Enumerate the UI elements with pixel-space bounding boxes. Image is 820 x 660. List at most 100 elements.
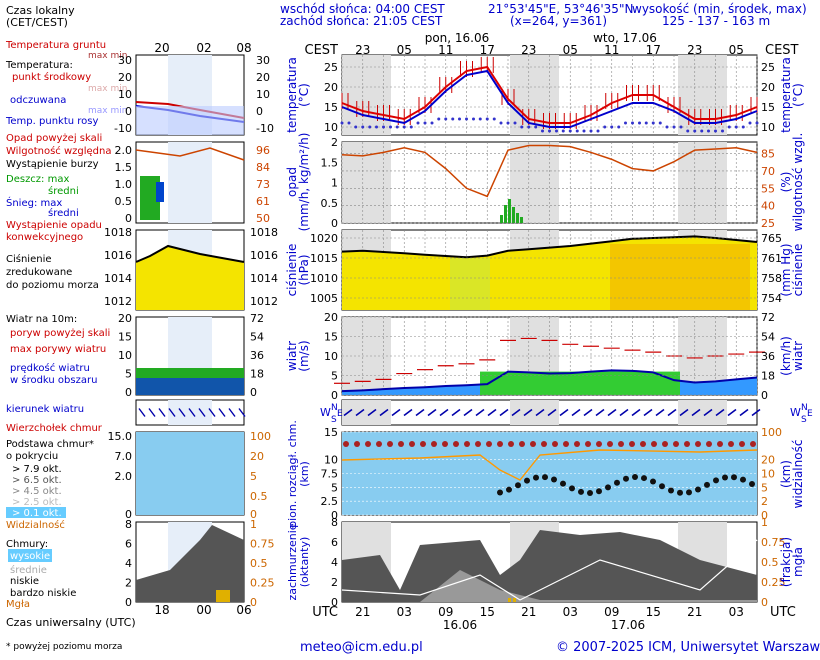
cloud-top-dot [530, 441, 536, 447]
legend-rain-bar [140, 176, 160, 220]
legend-precip-tick: 2.0 [115, 144, 133, 157]
wind-arrow [679, 408, 689, 417]
cover-tick-left: 8 [331, 516, 338, 529]
cloud-top-dot [387, 441, 393, 447]
dewpoint-dot [416, 121, 420, 125]
cloud-axis-left: pion. rozciągł. chm.(km) [286, 420, 311, 528]
legend-press-line [135, 244, 245, 263]
dewpoint-dot [638, 121, 641, 125]
cloud-top-dot [662, 441, 668, 447]
cloud-top-dot [640, 441, 646, 447]
utc-hour-tick: 21 [521, 605, 536, 619]
legend-fog-tick: 1 [250, 518, 257, 531]
dewpoint-dot [748, 121, 752, 125]
dewpoint-dot [513, 121, 517, 125]
legend-wind-tick-r: 36 [250, 349, 264, 362]
legend-vis-tick: 0.5 [250, 490, 268, 503]
fog-tick-right: 1 [761, 516, 768, 529]
cloud-top-dot [618, 441, 624, 447]
press-tick-right: 761 [761, 252, 782, 265]
legend-soil-maxmin: max min [88, 51, 127, 61]
legend-temp-tick-r: 0 [256, 105, 263, 118]
hum-tick-right: 85 [761, 148, 775, 161]
dewpoint-dot [679, 125, 683, 129]
legend-storm: Wystąpienie burzy [6, 159, 99, 170]
cloud-top-dot [728, 441, 734, 447]
dewpoint-dot [430, 121, 434, 125]
legend-okt: > 7.9 okt. [12, 464, 62, 475]
cover-axis-left: zachmurzenie(oktanty) [286, 523, 311, 600]
cest-hour-tick: 05 [563, 43, 578, 57]
legend-wind-dir: kierunek wiatru [6, 404, 84, 415]
contact-link[interactable]: meteo@icm.edu.pl [300, 640, 423, 655]
cloud-base-dot [551, 476, 557, 483]
dewpoint-dot [610, 125, 614, 129]
grid-text: (x=264, y=361) [510, 14, 608, 28]
compass-n-left: N [331, 403, 338, 413]
rain-bar [512, 207, 515, 223]
legend-wind-tick: 15 [118, 331, 132, 344]
dewpoint-dot [361, 125, 365, 129]
temp-line-0 [341, 65, 758, 124]
legend-precip-tick: 0 [125, 212, 132, 225]
rain-bar [508, 199, 511, 223]
legend-cloud-tick: 0 [125, 508, 132, 521]
cloud-tick-left: 5 [331, 481, 338, 494]
utc-label-right: UTC [770, 605, 796, 620]
compass-n-right: N [801, 403, 808, 413]
wind-arrow [691, 408, 701, 417]
dewpoint-dot [555, 129, 558, 133]
cover-tick-left: 2 [331, 576, 338, 589]
dewpoint-dot [651, 121, 655, 125]
fog-tick-right: 0.25 [761, 576, 786, 589]
wind-tick-left: 0 [331, 389, 338, 402]
legend-hum-tick: 73 [256, 178, 270, 191]
legend-midpoint: punkt środkowy [12, 71, 91, 83]
legend-temp-tick-r: 20 [256, 71, 270, 84]
legend-cl-low: niskie [10, 576, 39, 587]
legend-press-tick: 1012 [104, 295, 132, 308]
cest-hour-tick: 23 [687, 43, 702, 57]
legend-wind-arrow [218, 408, 226, 417]
utc-hour-tick: 21 [355, 605, 370, 619]
cloud-top-dot [508, 441, 514, 447]
legend-wind-arrow [148, 408, 156, 417]
dewpoint-dot [485, 117, 489, 121]
legend-wind-tick: 10 [118, 349, 132, 362]
cloud-base-dot [605, 484, 611, 491]
legend-wind-arrow [198, 408, 206, 417]
cest-hour-tick: 23 [355, 43, 370, 57]
dewpoint-dot [478, 117, 482, 121]
cloud-top-dot [684, 441, 690, 447]
cloud-base-dot [677, 489, 683, 496]
date2-label: 17.06 [611, 618, 645, 632]
dewpoint-dot [458, 117, 461, 121]
coordinates-text: 21°53'45"E, 53°46'35"N [488, 2, 634, 16]
cloud-top-dot [431, 441, 437, 447]
wind-arrow [703, 408, 713, 417]
legend-press-tick: 1018 [104, 226, 132, 239]
temp-tick-left: 10 [324, 121, 338, 134]
dewpoint-dot [354, 125, 358, 129]
dewpoint-dot [561, 129, 565, 133]
vis-axis-right: (km)widzialność [779, 440, 805, 509]
temp-tick-right: 20 [761, 81, 775, 94]
legend-hum-line [135, 147, 245, 161]
press-tick-left: 1005 [310, 292, 338, 305]
dewpoint-dot [672, 125, 676, 129]
legend-wind-mean: prędkość wiatru w środku obszaru [10, 362, 97, 386]
cloud-base-dot [659, 483, 665, 490]
utc-hour-tick: 09 [604, 605, 619, 619]
fog-tick-right: 0.75 [761, 536, 786, 549]
cloud-base-dot [713, 477, 719, 484]
cloud-base-dot [515, 482, 521, 489]
temp-tick-right: 25 [761, 61, 775, 74]
dewpoint-dot [541, 129, 544, 133]
sunrise-text: wschód słońca: 04:00 CEST [280, 2, 445, 16]
fog-bar [508, 598, 511, 602]
cloud-top-dot [563, 441, 569, 447]
dewpoint-dot [409, 125, 413, 129]
legend-temperature: Temperatura: [5, 60, 73, 71]
dewpoint-dot [734, 125, 738, 129]
wind-arrow [631, 408, 641, 417]
